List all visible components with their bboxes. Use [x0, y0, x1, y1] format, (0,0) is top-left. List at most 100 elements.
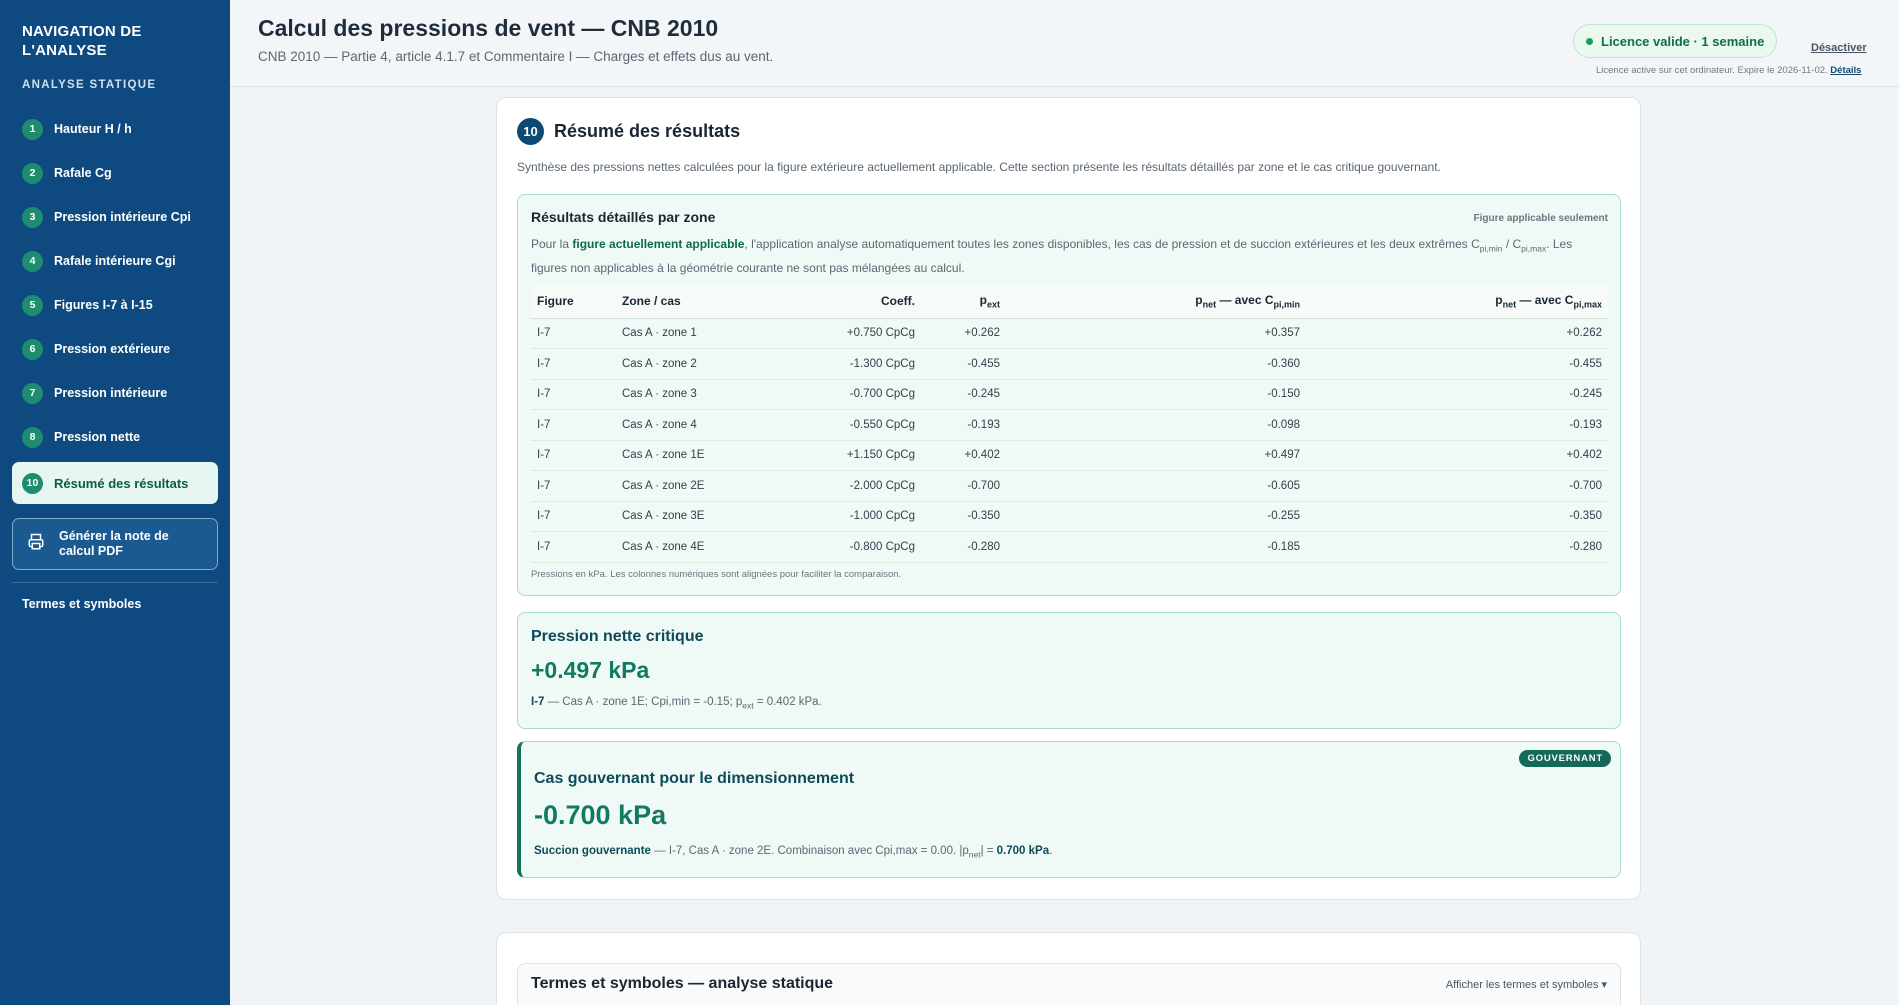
cell-pnet-min: -0.605	[1006, 470, 1306, 502]
step-number: 8	[22, 426, 43, 448]
step-number: 2	[22, 162, 43, 184]
table-row: I-7 Cas A · zone 1 +0.750 CpCg +0.262 +0…	[531, 318, 1608, 349]
detail-bold: 0.700 kPa	[996, 845, 1050, 857]
step-number: 6	[22, 338, 43, 360]
cell-zone: Cas A · zone 2E	[616, 470, 786, 502]
cell-coeff: -0.700 CpCg	[786, 379, 921, 410]
table-row: I-7 Cas A · zone 4 -0.550 CpCg -0.193 -0…	[531, 409, 1608, 441]
cell-zone: Cas A · zone 2	[616, 348, 786, 380]
cell-coeff: -0.550 CpCg	[786, 409, 921, 441]
col-pext-sub: ext	[986, 299, 1000, 310]
cell-pnet-max: +0.262	[1306, 318, 1608, 349]
step-number: 5	[22, 294, 43, 316]
sidebar-item-pression-interieure[interactable]: 7 Pression intérieure	[12, 376, 218, 410]
page-subtitle: CNB 2010 — Partie 4, article 4.1.7 et Co…	[258, 49, 774, 64]
terms-title: Termes et symboles — analyse statique	[531, 975, 834, 992]
sidebar-item-pression-nette[interactable]: 8 Pression nette	[12, 420, 218, 454]
desc-sub: pi,max	[1521, 243, 1547, 254]
cell-figure: I-7	[531, 501, 616, 532]
cell-pnet-max: -0.350	[1306, 501, 1608, 532]
cell-pnet-min: +0.497	[1006, 440, 1306, 471]
step-number: 3	[22, 206, 43, 228]
sidebar-item-pression-interieure-cpi[interactable]: 3 Pression intérieure Cpi	[12, 200, 218, 234]
cell-figure: I-7	[531, 409, 616, 441]
printer-icon	[27, 533, 45, 556]
sidebar-divider	[12, 582, 218, 583]
sidebar-item-label: Hauteur H / h	[54, 122, 132, 136]
license-details-link[interactable]: Détails	[1830, 65, 1862, 76]
governing-badge: GOUVERNANT	[1519, 750, 1611, 767]
cell-pext: +0.262	[921, 318, 1006, 349]
col-figure: Figure	[531, 285, 616, 319]
table-row: I-7 Cas A · zone 3E -1.000 CpCg -0.350 -…	[531, 501, 1608, 532]
cell-coeff: -0.800 CpCg	[786, 531, 921, 563]
sidebar-terms-link[interactable]: Termes et symboles	[22, 597, 142, 611]
col-pmax-sub2: pi,max	[1573, 299, 1602, 310]
desc-text: / C	[1502, 237, 1522, 251]
sidebar-item-rafale-interieure-cgi[interactable]: 4 Rafale intérieure Cgi	[12, 244, 218, 278]
col-pmin-sub: net	[1202, 299, 1217, 310]
detail-text: .	[1049, 845, 1053, 857]
table-row: I-7 Cas A · zone 3 -0.700 CpCg -0.245 -0…	[531, 379, 1608, 410]
col-pmax-sub: net	[1502, 299, 1517, 310]
zone-results-table: Figure Zone / cas Coeff. pext pnet — ave…	[531, 285, 1608, 563]
cell-zone: Cas A · zone 1E	[616, 440, 786, 471]
step-number: 1	[22, 118, 43, 140]
cell-zone: Cas A · zone 4	[616, 409, 786, 441]
sidebar-item-label: Pression intérieure Cpi	[54, 210, 191, 224]
sidebar-item-hauteur[interactable]: 1 Hauteur H / h	[12, 112, 218, 146]
cell-pext: -0.455	[921, 348, 1006, 380]
col-coeff: Coeff.	[786, 285, 921, 319]
cell-figure: I-7	[531, 348, 616, 380]
sidebar-item-pression-exterieure[interactable]: 6 Pression extérieure	[12, 332, 218, 366]
sidebar-item-figures[interactable]: 5 Figures I-7 à I-15	[12, 288, 218, 322]
cell-zone: Cas A · zone 4E	[616, 531, 786, 563]
license-note: Licence active sur cet ordinateur. Expir…	[1596, 65, 1861, 76]
cell-coeff: +1.150 CpCg	[786, 440, 921, 471]
cell-pnet-max: -0.245	[1306, 379, 1608, 410]
detail-text: = 0.402 kPa.	[753, 696, 822, 708]
governing-case-box: GOUVERNANT Cas gouvernant pour le dimens…	[517, 741, 1621, 878]
cell-pnet-max: -0.193	[1306, 409, 1608, 441]
critical-title: Pression nette critique	[531, 628, 704, 645]
sidebar-item-label: Pression nette	[54, 430, 141, 444]
sidebar-item-label: Pression intérieure	[54, 386, 168, 400]
cell-zone: Cas A · zone 3E	[616, 501, 786, 532]
cell-pnet-min: -0.185	[1006, 531, 1306, 563]
cell-pext: +0.402	[921, 440, 1006, 471]
col-pmax-mid: — avec C	[1516, 293, 1574, 308]
col-pext: pext	[921, 285, 1006, 319]
cell-pnet-min: -0.098	[1006, 409, 1306, 441]
governing-detail: Succion gouvernante — I-7, Cas A · zone …	[534, 845, 1052, 859]
cell-figure: I-7	[531, 440, 616, 471]
critical-value: +0.497 kPa	[531, 657, 650, 683]
sidebar: NAVIGATION DE L'ANALYSE ANALYSE STATIQUE…	[0, 0, 230, 1005]
desc-text: , l'application analyse automatiquement …	[744, 237, 1480, 251]
detail-text: — Cas A · zone 1E; Cpi,min = -0.15; p	[544, 696, 743, 708]
terms-section: Termes et symboles — analyse statique Af…	[517, 963, 1621, 1005]
zone-results-title: Résultats détaillés par zone	[531, 209, 716, 225]
deactivate-link[interactable]: Désactiver	[1811, 42, 1867, 54]
sidebar-item-resume-active[interactable]: 10 Résumé des résultats	[12, 462, 218, 504]
sidebar-item-label: Rafale intérieure Cgi	[54, 254, 176, 268]
col-pnet-max: pnet — avec Cpi,max	[1306, 285, 1608, 319]
cell-pnet-min: +0.357	[1006, 318, 1306, 349]
col-zone: Zone / cas	[616, 285, 786, 319]
cell-coeff: -2.000 CpCg	[786, 470, 921, 502]
license-badge-label: Licence valide · 1 semaine	[1601, 33, 1765, 49]
terms-toggle-button[interactable]: Afficher les termes et symboles ▾	[1445, 979, 1607, 991]
cell-zone: Cas A · zone 1	[616, 318, 786, 349]
desc-sub: pi,min	[1479, 243, 1503, 254]
critical-figure: I-7	[531, 696, 545, 708]
detail-sub: net	[968, 849, 981, 860]
sidebar-subtitle: ANALYSE STATIQUE	[22, 79, 157, 91]
license-note-text: Licence active sur cet ordinateur. Expir…	[1596, 65, 1828, 76]
sidebar-item-label: Figures I-7 à I-15	[54, 298, 153, 312]
generate-pdf-button[interactable]: Générer la note de calcul PDF	[12, 518, 218, 570]
sidebar-item-label: Pression extérieure	[54, 342, 171, 356]
cell-zone: Cas A · zone 3	[616, 379, 786, 410]
col-pmin-p: p	[1195, 293, 1203, 308]
sidebar-item-rafale-cg[interactable]: 2 Rafale Cg	[12, 156, 218, 190]
page-title: Calcul des pressions de vent — CNB 2010	[258, 15, 719, 41]
cell-figure: I-7	[531, 470, 616, 502]
